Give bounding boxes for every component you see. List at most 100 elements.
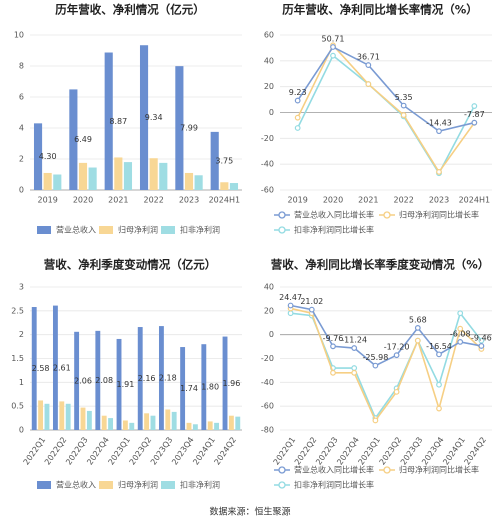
legend-label: 归母净利润	[118, 480, 158, 490]
legend-swatch	[278, 481, 286, 489]
point	[351, 365, 358, 371]
bar	[38, 400, 44, 430]
legend-swatch	[37, 481, 51, 489]
point	[365, 62, 372, 68]
point	[294, 97, 301, 104]
x-tick-label: 2024H1	[209, 196, 240, 205]
bar	[186, 422, 192, 430]
x-tick-label: 2024H1	[459, 196, 490, 205]
point	[471, 103, 478, 109]
bar	[108, 418, 114, 430]
y-tick-label: 20	[264, 306, 274, 315]
data-label: 6.49	[74, 135, 92, 144]
x-tick-label: 2022	[143, 196, 163, 205]
y-tick-label: 4	[19, 124, 24, 133]
bar	[150, 415, 156, 430]
bar	[101, 415, 107, 430]
data-label: 5.68	[409, 315, 427, 324]
data-label: 4.30	[39, 152, 57, 161]
legend-swatch	[383, 466, 391, 474]
y-tick-label: -20	[261, 354, 274, 363]
y-tick-label: 6	[19, 93, 24, 102]
legend-label: 营业总收入同比增长率	[294, 210, 374, 220]
bar	[43, 172, 52, 190]
point	[351, 345, 358, 351]
legend-label: 扣非净利润	[180, 480, 220, 490]
bar	[86, 410, 92, 430]
x-tick-label: 2024Q2	[213, 435, 239, 466]
y-tick-label: 1.5	[11, 354, 24, 363]
bar	[158, 326, 164, 430]
data-label: 7.99	[180, 124, 198, 133]
bar	[53, 174, 62, 190]
data-label: -14.43	[426, 119, 452, 128]
line	[290, 307, 482, 423]
bar	[122, 420, 128, 430]
bar	[171, 411, 177, 430]
point	[294, 114, 301, 121]
chart-title: 历年营收、净利情况（亿元）	[55, 3, 205, 17]
data-label: 2.08	[95, 376, 113, 385]
y-tick-label: 0	[269, 108, 274, 117]
data-label: 3.75	[215, 156, 233, 165]
bar	[184, 172, 194, 190]
y-tick-label: 3	[19, 283, 24, 292]
bar	[74, 331, 80, 430]
point	[436, 128, 442, 135]
point	[400, 102, 407, 109]
data-label: 5.35	[395, 93, 413, 102]
bar	[123, 162, 133, 190]
y-tick-label: 0	[19, 426, 24, 435]
legend-swatch	[99, 226, 113, 234]
chart-title: 营收、净利季度变动情况（亿元）	[44, 258, 217, 272]
bar	[88, 167, 97, 190]
bar	[180, 347, 186, 430]
bar	[114, 157, 123, 190]
point	[393, 352, 400, 359]
bar	[116, 338, 122, 430]
x-tick-label: 2019	[287, 196, 307, 205]
line	[290, 304, 482, 367]
data-label: 50.71	[322, 34, 345, 43]
bar	[137, 327, 143, 430]
y-tick-label: -40	[261, 378, 274, 387]
data-label: 2.16	[138, 374, 156, 383]
data-label: 8.87	[109, 117, 127, 126]
data-label: 36.71	[357, 53, 380, 62]
data-label: -17.20	[384, 343, 410, 352]
bar	[222, 336, 228, 430]
point	[471, 119, 478, 126]
point	[414, 337, 421, 344]
point	[330, 44, 336, 50]
bar	[159, 162, 168, 190]
y-tick-label: 40	[264, 283, 274, 292]
bar	[33, 123, 43, 190]
legend-swatch	[278, 211, 286, 219]
legend-label: 扣非净利润同比增长率	[294, 225, 374, 235]
y-tick-label: -60	[261, 186, 274, 195]
bar	[207, 421, 213, 430]
data-label: 21.02	[300, 297, 323, 306]
bar	[149, 158, 158, 190]
legend-swatch	[278, 466, 286, 474]
bar	[144, 413, 150, 430]
bar	[229, 183, 239, 190]
chart-title: 历年营收、净利同比增长率情况（%）	[282, 3, 478, 17]
legend-label: 营业总收入同比增长率	[294, 465, 374, 475]
data-label: -9.46	[471, 333, 492, 342]
bar	[129, 422, 135, 430]
x-tick-label: 2023	[429, 196, 449, 205]
legend-label: 营业总收入	[56, 225, 96, 235]
bar	[175, 66, 184, 190]
point	[457, 310, 464, 317]
legend-label: 归母净利润同比增长率	[399, 210, 479, 220]
data-label: -25.98	[363, 353, 389, 362]
y-tick-label: 1	[19, 378, 24, 387]
data-label: -11.24	[341, 336, 367, 345]
point	[436, 169, 442, 175]
point	[457, 325, 464, 332]
data-label: 1.91	[116, 380, 134, 389]
y-tick-label: 0.5	[11, 402, 24, 411]
point	[436, 381, 442, 388]
line	[296, 43, 475, 174]
